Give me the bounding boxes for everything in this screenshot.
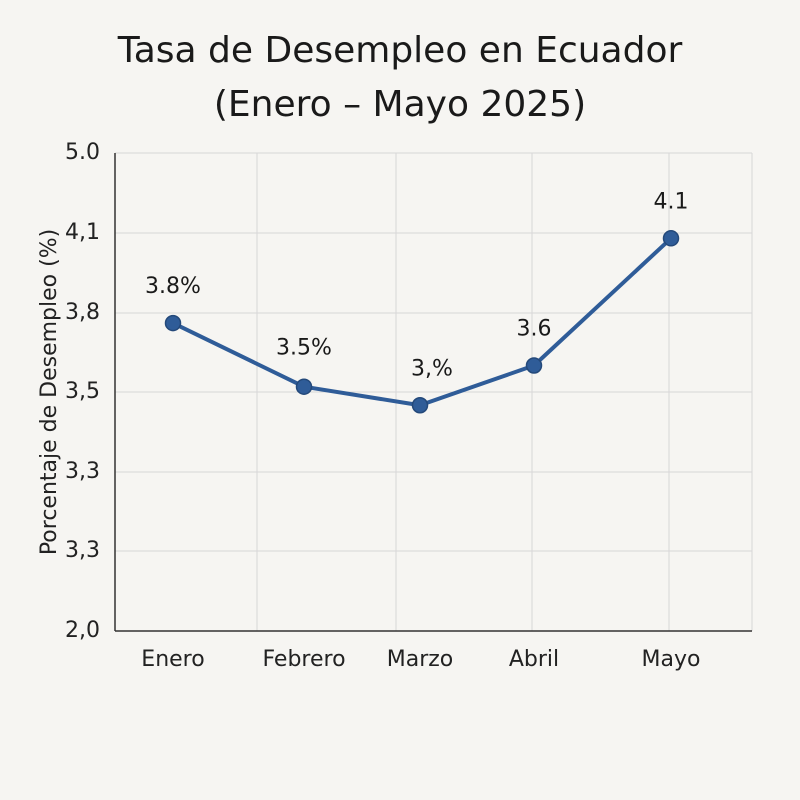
chart-title-line-1: Tasa de Desempleo en Ecuador [117,30,683,71]
x-tick-label: Marzo [387,647,454,672]
chart-title: Tasa de Desempleo en Ecuador (Enero – Ma… [0,24,800,132]
data-label: 3.5% [276,336,332,361]
x-tick-labels: Enero Febrero Marzo Abril Mayo [141,647,700,672]
data-point [662,230,680,247]
data-point [411,397,429,414]
data-point [164,314,182,332]
x-tick-label: Abril [509,647,559,672]
x-tick-label: Enero [141,647,204,672]
data-label: 3.8% [145,274,201,299]
series [164,230,680,414]
grid [114,152,753,632]
y-tick-label: 3,8 [65,300,100,325]
data-point [525,357,543,374]
data-label: 3.6 [517,317,552,342]
y-tick-label: 5.0 [65,140,100,165]
x-tick-label: Febrero [262,647,345,672]
data-label: 3,% [411,356,453,381]
axes [114,153,752,632]
y-tick-label: 3,3 [65,459,100,484]
y-axis-label: Porcentaje de Desempleo (%) [37,229,62,555]
y-tick-label: 3,5 [65,379,100,404]
y-tick-labels: 5.0 4,1 3,8 3,5 3,3 3,3 2,0 [65,140,100,643]
chart-title-line-2: (Enero – Mayo 2025) [213,84,587,125]
data-labels: 3.8% 3.5% 3,% 3.6 4.1 [145,189,688,381]
x-tick-label: Mayo [642,647,701,672]
data-point [295,378,313,395]
data-label: 4.1 [654,189,689,214]
y-tick-label: 4,1 [65,220,100,245]
y-tick-label: 3,3 [65,538,100,563]
y-tick-label: 2,0 [65,618,100,643]
